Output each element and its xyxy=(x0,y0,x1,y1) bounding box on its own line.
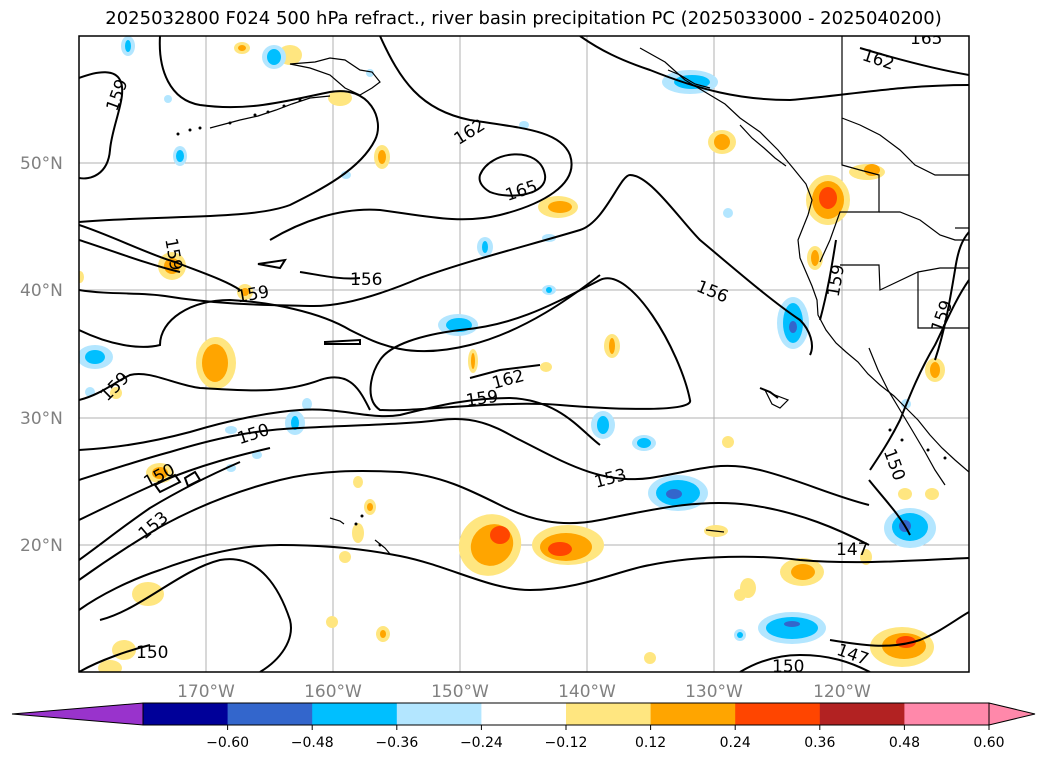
contour-156-inner xyxy=(299,271,361,280)
contour-147-right xyxy=(868,479,911,536)
contour-165 xyxy=(478,153,547,197)
colorbar-segment xyxy=(481,703,567,725)
colorbar-tick-label: 0.48 xyxy=(889,735,920,751)
contour-label: 147 xyxy=(836,540,868,560)
contour-sliver-3 xyxy=(469,364,541,379)
lon-label-120w: 120°W xyxy=(813,682,871,702)
colorbar-tick-label: 0.12 xyxy=(635,735,666,751)
contour-150-right xyxy=(869,279,969,471)
lat-label-20n: 20°N xyxy=(20,536,63,556)
contour-156-west xyxy=(79,239,181,273)
colorbar-extend-high xyxy=(988,702,1036,726)
contour-162-upper-right xyxy=(579,36,969,102)
colorbar-segment xyxy=(143,703,229,725)
colorbar-tick-label: −0.24 xyxy=(460,735,503,751)
colorbar-segment xyxy=(735,703,821,725)
colorbar-segment xyxy=(396,703,482,725)
latitude-labels: 50°N 40°N 30°N 20°N xyxy=(20,154,63,556)
longitude-labels: 170°W 160°W 150°W 140°W 130°W 120°W xyxy=(177,682,871,702)
contour-162-ne xyxy=(859,47,969,76)
contour-sliver-2 xyxy=(324,338,361,345)
contour-150-bottom xyxy=(99,558,292,672)
colorbar-segment xyxy=(904,703,990,725)
map-frame xyxy=(78,35,970,673)
contour-150-bl xyxy=(79,644,151,672)
lat-label-50n: 50°N xyxy=(20,154,63,174)
contour-150-br xyxy=(739,653,871,672)
contour-150-low xyxy=(79,461,241,561)
lon-label-150w: 150°W xyxy=(431,682,489,702)
contour-box-2 xyxy=(183,470,202,488)
contour-147-box xyxy=(79,543,969,611)
colorbar-segment xyxy=(227,703,313,725)
negative-anomalies xyxy=(79,36,936,644)
contour-162-mid xyxy=(269,36,573,241)
contour-153-mid xyxy=(79,418,870,506)
lat-label-40n: 40°N xyxy=(20,281,63,301)
colorbar-tick-label: −0.36 xyxy=(375,735,418,751)
contour-150-west xyxy=(79,396,601,451)
contour-box-1 xyxy=(153,473,182,494)
contour-small-right xyxy=(759,387,779,399)
contour-147-low xyxy=(79,469,870,581)
contour-159-lower xyxy=(79,274,601,353)
contour-label: 156 xyxy=(350,270,382,290)
contour-162-north xyxy=(79,36,379,223)
lon-label-130w: 130°W xyxy=(685,682,743,702)
colorbar-segment xyxy=(819,703,905,725)
contour-sliver xyxy=(257,258,287,270)
lat-label-30n: 30°N xyxy=(20,409,63,429)
lon-label-170w: 170°W xyxy=(177,682,235,702)
colorbar-segment xyxy=(566,703,652,725)
colorbar: −0.60 −0.48 −0.36 −0.24 −0.12 0.12 0.24 0.36 0.4… xyxy=(11,702,1036,751)
contour-156 xyxy=(79,173,813,356)
contour-159-right xyxy=(934,231,969,361)
colorbar-segment xyxy=(650,703,736,725)
colorbar-segments xyxy=(143,703,990,725)
contour-159-west-2 xyxy=(79,373,371,411)
refractivity-contours xyxy=(79,36,969,672)
precip-shading xyxy=(79,36,945,672)
contour-label: 165 xyxy=(910,29,942,49)
map-title: 2025032800 F024 500 hPa refract., river … xyxy=(105,8,942,29)
island-dots xyxy=(176,98,947,547)
colorbar-tick-label: 0.36 xyxy=(804,735,835,751)
contour-159-nw-right xyxy=(819,239,837,321)
colorbar-tick-label: 0.24 xyxy=(720,735,751,751)
contour-label: 150 xyxy=(136,643,168,663)
colorbar-tick-label: −0.12 xyxy=(545,735,588,751)
colorbar-segment xyxy=(312,703,398,725)
coastlines xyxy=(209,36,969,555)
colorbar-tick-label: −0.48 xyxy=(291,735,334,751)
lon-label-160w: 160°W xyxy=(304,682,362,702)
contour-147-br xyxy=(829,611,969,647)
positive-anomalies xyxy=(79,42,945,672)
lon-label-140w: 140°W xyxy=(558,682,616,702)
colorbar-tick-label: 0.60 xyxy=(973,735,1004,751)
contour-label: 159 xyxy=(465,387,500,411)
colorbar-ticks: −0.60 −0.48 −0.36 −0.24 −0.12 0.12 0.24 0.36 0.4… xyxy=(206,725,1005,751)
colorbar-tick-label: −0.60 xyxy=(206,735,249,751)
contour-159-west xyxy=(79,224,241,291)
contour-label: 150 xyxy=(772,657,804,677)
contour-159-north xyxy=(79,71,124,180)
contour-162-lower xyxy=(369,277,691,412)
colorbar-extend-low xyxy=(11,702,144,726)
